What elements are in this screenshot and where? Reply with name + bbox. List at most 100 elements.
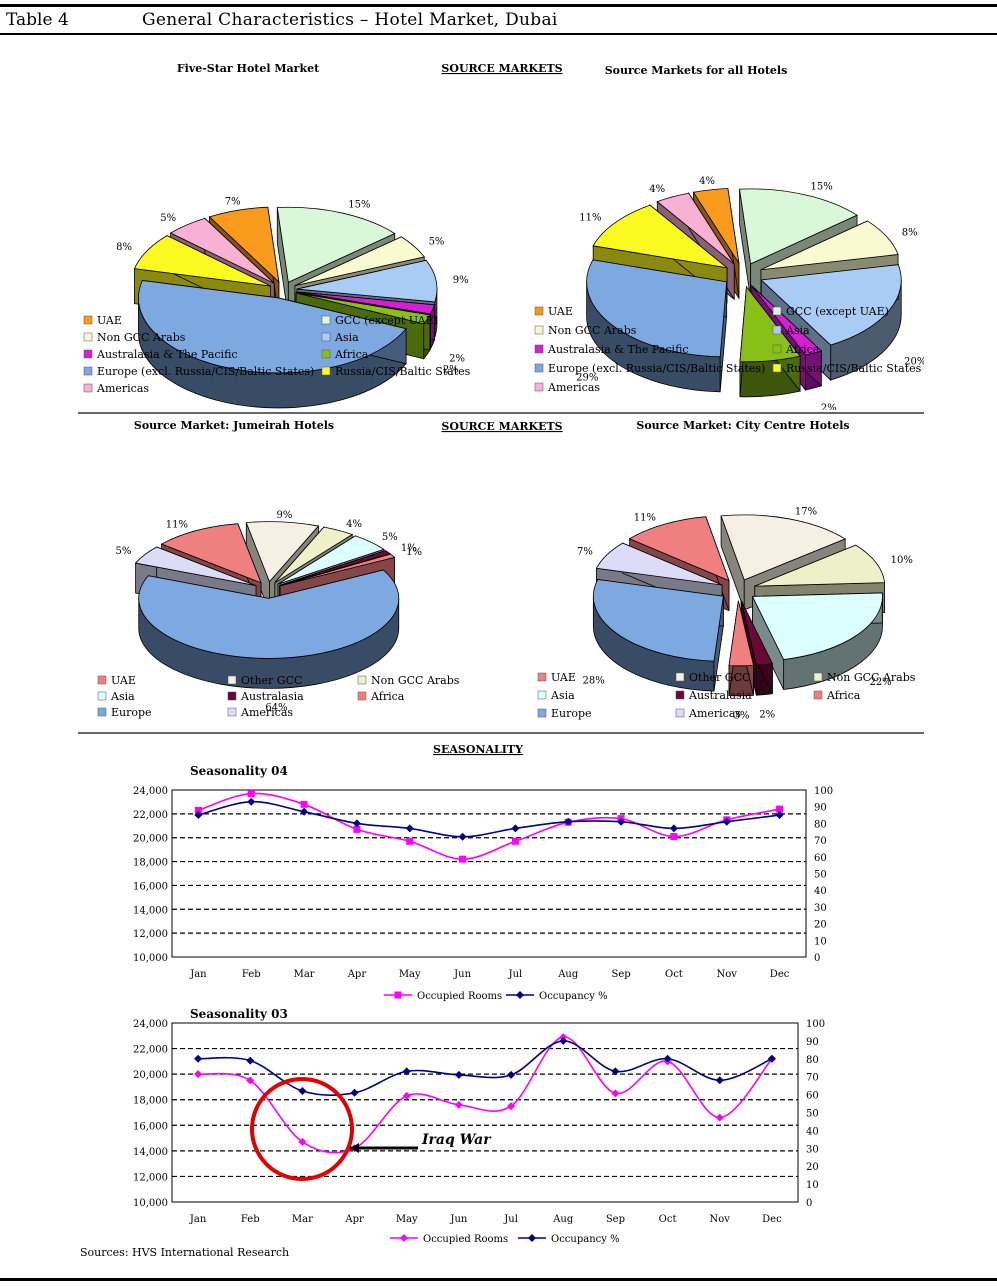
- pie-title: Five-Star Hotel Market: [177, 62, 320, 75]
- legend-swatch-uae: [534, 306, 544, 316]
- pie-slice-non-gcc-arabs: [294, 236, 425, 286]
- point-occupancy: [298, 1087, 307, 1096]
- x-tick-label: Jun: [449, 1214, 467, 1225]
- page-title: General Characteristics – Hotel Market, …: [142, 10, 558, 30]
- legend-label-africa: Africa: [334, 348, 369, 361]
- legend-swatch-non-gcc-arabs: [534, 325, 544, 335]
- legend-swatch-europe: [97, 707, 107, 717]
- pie-label-americas: 5%: [116, 546, 132, 557]
- legend-label-asia: Asia: [110, 690, 135, 703]
- pie-slice-europe: [138, 569, 400, 659]
- pie-slice-asia: [296, 259, 438, 303]
- x-tick-label: May: [396, 1214, 418, 1225]
- section-heading-seasonality: SEASONALITY: [433, 743, 523, 756]
- legend-label-uae: UAE: [551, 671, 576, 684]
- pie-label-gcc-except-uae: 15%: [348, 200, 370, 211]
- point-occupied-rooms: [670, 833, 678, 841]
- point-occupancy: [617, 817, 626, 826]
- x-tick-label: May: [399, 969, 421, 980]
- line-chart-seasonality-04: Seasonality 04 24,000 22,000 20,000 18,000 16…: [133, 764, 833, 1002]
- legend-swatch-americas: [83, 383, 93, 393]
- pie-slice-asia: [760, 264, 902, 346]
- legend-marker-occupancy: [528, 1234, 536, 1242]
- pie-label-australasia: 2%: [759, 709, 775, 720]
- pie-city-centre: Source Market: City Centre Hotels 17% 10% 2…: [537, 419, 916, 722]
- line-chart-title: Seasonality 04: [190, 764, 288, 778]
- point-occupancy: [405, 824, 414, 833]
- y-tick-right: 20: [806, 1162, 819, 1173]
- point-occupancy: [669, 824, 678, 833]
- legend-swatch-uae: [537, 672, 547, 682]
- y-tick-right: 60: [806, 1091, 819, 1102]
- x-tick-label: Sep: [606, 1214, 625, 1225]
- x-tick-label: Oct: [665, 969, 683, 980]
- pie-jumeirah: Source Market: Jumeirah Hotels9%4%5%1%1%…: [97, 419, 460, 719]
- y-tick-left: 20,000: [133, 1070, 168, 1081]
- point-occupancy: [194, 811, 203, 820]
- x-tick-label: Apr: [344, 1214, 364, 1225]
- y-tick-left: 16,000: [133, 1121, 168, 1132]
- point-occupied-rooms: [511, 837, 519, 845]
- legend-swatch-africa: [357, 691, 367, 701]
- pie-slice-europe: [592, 579, 724, 662]
- legend-label-uae: UAE: [97, 314, 122, 327]
- pie-label-other-gcc: 9%: [277, 510, 293, 521]
- pie-slice-russia-cis-baltic-states: [592, 204, 729, 269]
- legend-swatch-europe-excl-russia-cis-baltic-states: [534, 363, 544, 373]
- section-heading-source-markets-1: SOURCE MARKETS: [441, 62, 562, 75]
- y-tick-right: 100: [806, 1019, 825, 1030]
- pie-slice-americas: [656, 192, 735, 265]
- legend-swatch-africa: [321, 349, 331, 359]
- point-occupancy: [458, 832, 467, 841]
- iraq-war-circle: [250, 1077, 354, 1181]
- point-occupancy: [775, 811, 784, 820]
- pie-slice-americas: [169, 217, 275, 284]
- line-chart-seasonality-03: Seasonality 03 24,000 22,000 20,000 18,000 16…: [133, 1007, 825, 1245]
- pie-slice-africa: [728, 600, 754, 667]
- point-occupancy: [300, 807, 309, 816]
- pie-slice-australasia: [279, 550, 391, 586]
- x-tick-label: Jul: [508, 969, 523, 980]
- y-tick-left: 22,000: [133, 810, 168, 821]
- point-occupancy: [663, 1054, 672, 1063]
- point-occupancy: [715, 1076, 724, 1085]
- pie-label-asia: 20%: [904, 356, 924, 367]
- y-tick-left: 14,000: [133, 1147, 168, 1158]
- point-occupancy: [454, 1070, 463, 1079]
- legend-label-australasia: Australasia: [688, 689, 752, 702]
- pie-slice-non-gcc-arabs: [760, 220, 899, 271]
- y-tick-left: 24,000: [133, 1019, 168, 1030]
- pie-label-americas: 7%: [577, 546, 593, 557]
- legend-label-europe: Europe: [551, 707, 592, 720]
- point-occupied-rooms: [402, 1091, 411, 1100]
- legend-label-occupancy: Occupancy %: [551, 1234, 620, 1245]
- legend-swatch-americas: [227, 707, 237, 717]
- x-tick-label: Feb: [242, 969, 261, 980]
- pie-label-americas: 5%: [160, 213, 176, 224]
- legend-label-australasia: Australasia: [240, 690, 304, 703]
- section-divider-2: [78, 732, 924, 734]
- legend-swatch-other-gcc: [227, 675, 237, 685]
- point-occupancy: [247, 797, 256, 806]
- legend-swatch-non-gcc-arabs: [813, 672, 823, 682]
- legend-swatch-russia-cis-baltic-states: [772, 363, 782, 373]
- legend-swatch-other-gcc: [675, 672, 685, 682]
- legend-label-africa: Africa: [785, 343, 820, 356]
- point-occupancy: [402, 1067, 411, 1076]
- annotation-arrow-head: [350, 1143, 359, 1153]
- pie-row-1: SOURCE MARKETS Five-Star Hotel Market 15%…: [83, 62, 924, 410]
- point-occupancy: [767, 1054, 776, 1063]
- y-tick-left: 14,000: [133, 905, 168, 916]
- pie-five-star: Five-Star Hotel Market15%5%9%2%2%47%8%5%…: [83, 62, 471, 409]
- pie-label-uae: 11%: [634, 513, 656, 524]
- footer-rule: [0, 1278, 997, 1281]
- pie-label-australasia: 1%: [401, 543, 417, 554]
- y-tick-left: 12,000: [133, 929, 168, 940]
- y-tick-right: 30: [806, 1144, 819, 1155]
- y-tick-right: 50: [806, 1109, 819, 1120]
- y-tick-left: 10,000: [133, 953, 168, 964]
- legend-label-asia: Asia: [550, 689, 575, 702]
- pie-label-non-gcc-arabs: 10%: [891, 555, 913, 566]
- legend-swatch-australasia-the-pacific: [83, 349, 93, 359]
- legend-swatch-australasia: [227, 691, 237, 701]
